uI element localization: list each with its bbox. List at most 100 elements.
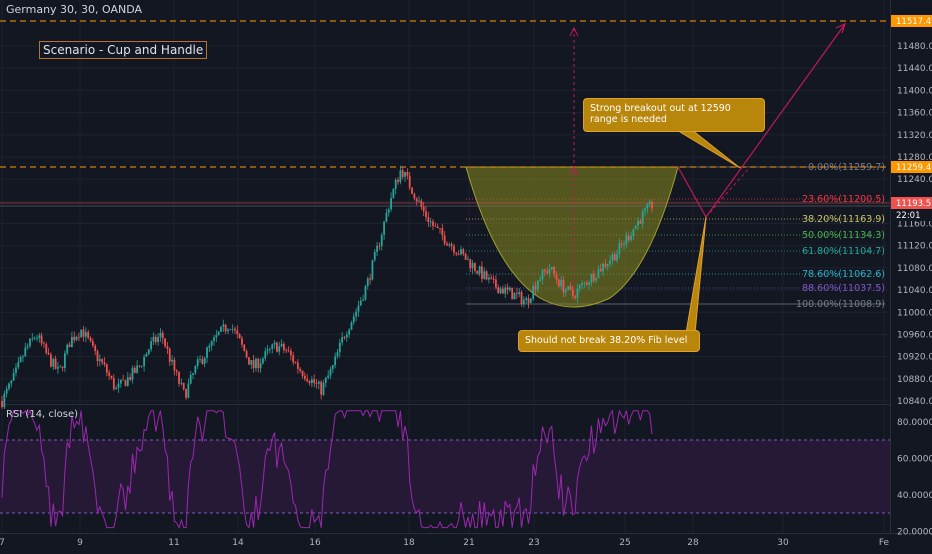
candle-body bbox=[534, 286, 537, 290]
time-tick-label: 25 bbox=[619, 538, 630, 548]
candle-body bbox=[616, 253, 618, 261]
candle-body bbox=[310, 379, 313, 384]
candle-body bbox=[1, 401, 3, 408]
time-tick-label: 14 bbox=[232, 538, 244, 548]
candle-body bbox=[613, 254, 616, 261]
candle-body bbox=[432, 221, 434, 226]
candle-body bbox=[574, 295, 577, 298]
candle-body bbox=[380, 234, 383, 247]
candle-body bbox=[499, 288, 502, 294]
candle-body bbox=[294, 362, 297, 364]
candle-body bbox=[599, 268, 602, 272]
rsi-title[interactable]: RSI (14, close) bbox=[6, 409, 79, 420]
candle-body bbox=[495, 279, 497, 288]
candle-body bbox=[411, 187, 413, 194]
rsi-tick-label: 40.0000 bbox=[897, 491, 932, 501]
candle-body bbox=[199, 359, 201, 360]
candle-body bbox=[564, 290, 567, 293]
candle-body bbox=[194, 365, 197, 374]
time-tick-label: 16 bbox=[309, 538, 321, 548]
candle-body bbox=[501, 288, 504, 294]
candle-body bbox=[250, 360, 253, 365]
candle-body bbox=[164, 338, 166, 347]
candle-body bbox=[592, 273, 595, 281]
candle-body bbox=[161, 332, 164, 339]
candle-body bbox=[585, 282, 588, 285]
candle-body bbox=[29, 338, 31, 347]
candle-body bbox=[255, 358, 257, 369]
scenario-label[interactable]: Scenario - Cup and Handle bbox=[39, 41, 208, 59]
candle-body bbox=[152, 336, 155, 342]
candle-body bbox=[651, 201, 653, 209]
candle-body bbox=[124, 380, 127, 386]
candle-body bbox=[77, 336, 80, 338]
candle-body bbox=[68, 344, 71, 348]
candle-body bbox=[606, 263, 609, 267]
candle-body bbox=[474, 263, 476, 271]
symbol-title[interactable]: Germany 30, 30, OANDA bbox=[6, 3, 143, 16]
candle-body bbox=[180, 383, 183, 384]
candle-body bbox=[101, 359, 104, 363]
candle-body bbox=[66, 344, 69, 354]
price-tick-label: 11080.0 bbox=[897, 264, 932, 274]
candle-body bbox=[448, 244, 451, 246]
candle-body bbox=[213, 337, 215, 341]
candle-body bbox=[557, 279, 560, 287]
candle-body bbox=[220, 326, 222, 332]
candle-body bbox=[578, 285, 581, 289]
candle-body bbox=[89, 338, 92, 342]
candle-body bbox=[520, 292, 523, 304]
candle-body bbox=[469, 259, 472, 269]
candle-body bbox=[427, 217, 430, 223]
countdown-tag-bg bbox=[891, 209, 932, 221]
candle-body bbox=[289, 350, 292, 356]
candle-body bbox=[26, 346, 29, 348]
candle-body bbox=[271, 344, 274, 349]
candle-body bbox=[287, 350, 290, 352]
time-tick-label: 28 bbox=[687, 538, 699, 548]
candle-body bbox=[355, 311, 358, 317]
candle-body bbox=[513, 293, 516, 300]
breakout-callout[interactable]: Strong breakout out at 12590 range is ne… bbox=[583, 98, 765, 132]
candle-body bbox=[560, 279, 563, 287]
candle-body bbox=[429, 221, 432, 223]
candle-body bbox=[8, 383, 10, 389]
fib-callout[interactable]: Should not break 38.20% Fib level bbox=[518, 330, 700, 352]
last-price-tag: 11193.5 bbox=[896, 199, 931, 209]
time-tick-label: 23 bbox=[528, 538, 539, 548]
cup-shape[interactable] bbox=[465, 166, 679, 308]
candle-body bbox=[450, 244, 453, 247]
candle-body bbox=[460, 249, 462, 255]
candle-body bbox=[269, 348, 271, 350]
candle-body bbox=[625, 235, 628, 245]
candle-body bbox=[338, 342, 341, 353]
candle-body bbox=[105, 364, 108, 373]
candle-body bbox=[385, 212, 388, 222]
candle-body bbox=[222, 324, 225, 327]
candle-body bbox=[555, 274, 558, 280]
last-price-tag-bg bbox=[891, 197, 932, 209]
candle-body bbox=[313, 379, 316, 384]
candle-body bbox=[75, 336, 78, 341]
candle-body bbox=[227, 329, 229, 332]
candle-body bbox=[627, 235, 630, 241]
candle-body bbox=[171, 359, 173, 362]
price-tick-label: 11400.0 bbox=[897, 86, 932, 96]
candle-body bbox=[394, 179, 397, 189]
price-tick-label: 11440.0 bbox=[897, 64, 932, 74]
candle-body bbox=[98, 359, 101, 362]
candle-body bbox=[415, 198, 418, 202]
candle-body bbox=[639, 220, 642, 224]
candle-body bbox=[308, 381, 311, 384]
candle-body bbox=[595, 278, 597, 281]
candle-body bbox=[406, 171, 409, 176]
rsi-tick-label: 20.0000 bbox=[897, 527, 932, 537]
candle-body bbox=[644, 208, 646, 212]
rsi-line bbox=[1, 409, 653, 529]
rsi-band bbox=[0, 440, 890, 513]
candle-body bbox=[229, 329, 232, 331]
candle-body bbox=[604, 263, 607, 267]
candle-body bbox=[404, 171, 406, 177]
